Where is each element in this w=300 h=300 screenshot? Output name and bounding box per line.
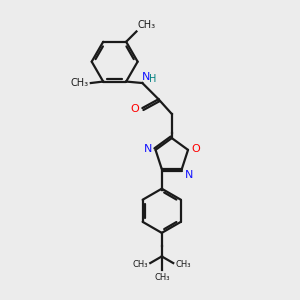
Text: CH₃: CH₃: [132, 260, 148, 269]
Text: CH₃: CH₃: [138, 20, 156, 30]
Text: CH₃: CH₃: [154, 273, 170, 282]
Text: O: O: [191, 144, 200, 154]
Text: O: O: [131, 103, 140, 114]
Text: CH₃: CH₃: [71, 78, 89, 88]
Text: N: N: [185, 170, 193, 180]
Text: N: N: [144, 144, 153, 154]
Text: H: H: [149, 74, 156, 84]
Text: CH₃: CH₃: [176, 260, 191, 269]
Text: N: N: [142, 72, 151, 82]
